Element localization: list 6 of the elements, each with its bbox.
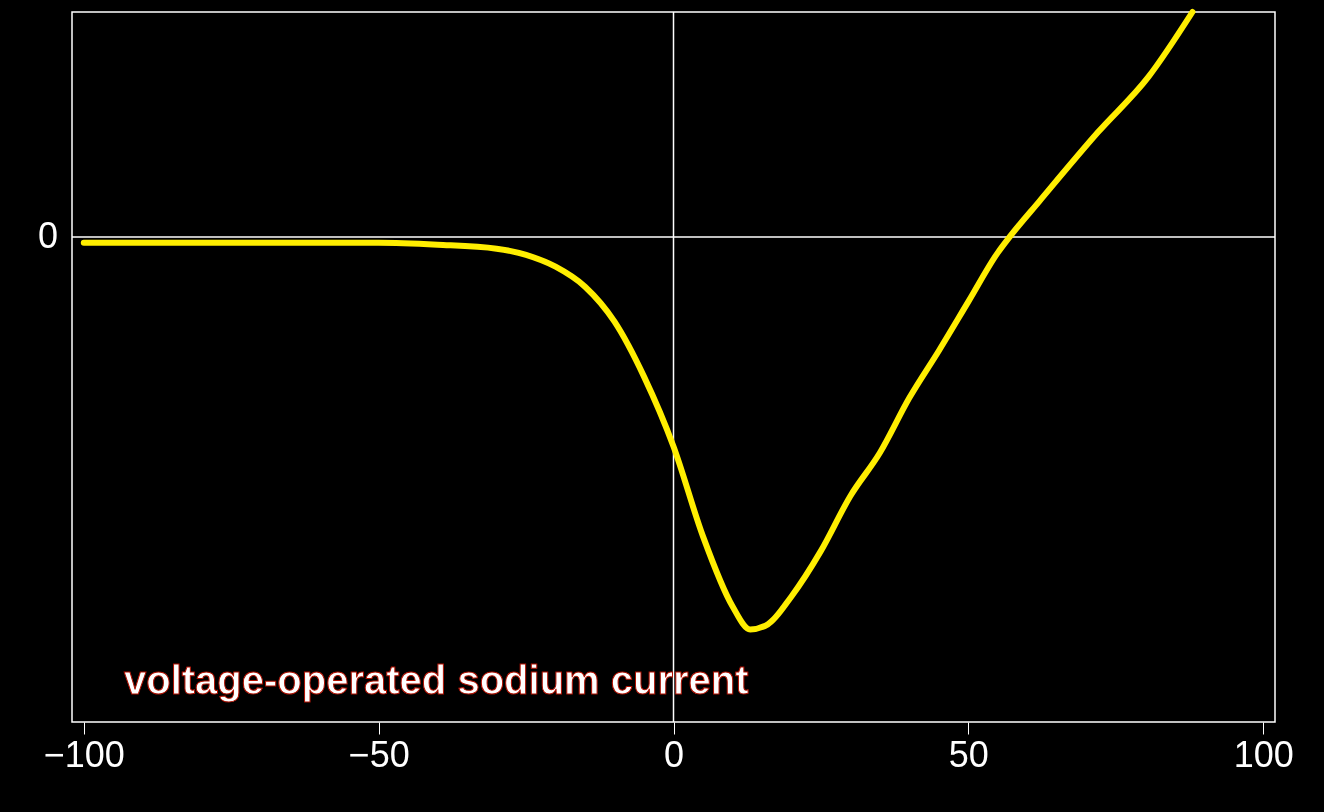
- x-tick-label: 50: [948, 733, 989, 775]
- x-tick-label: −100: [43, 733, 125, 775]
- ref-line-label: 0: [37, 214, 58, 256]
- x-tick-label: 100: [1233, 733, 1294, 775]
- x-tick-label: −50: [348, 733, 410, 775]
- x-tick-label: 0: [663, 733, 685, 775]
